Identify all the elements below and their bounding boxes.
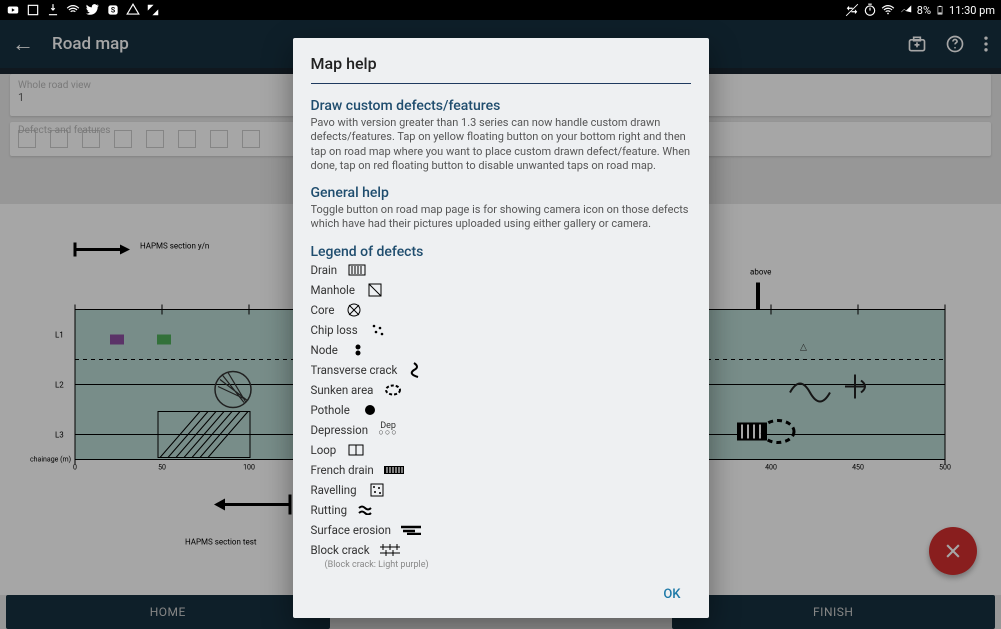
status-right-icons: 8% 11:30 pm [845,3,995,17]
dialog-body[interactable]: Draw custom defects/features Pavo with v… [311,98,691,573]
defect-legend: Drain Manhole Core Chip loss Node Transv… [311,262,691,573]
status-bar: S 8% 11:30 pm [0,0,1001,20]
dialog-title: Map help [311,54,691,84]
section1-body: Pavo with version greater than 1.3 serie… [311,116,691,173]
help-dialog: Map help Draw custom defects/features Pa… [293,38,709,618]
modal-overlay[interactable]: Map help Draw custom defects/features Pa… [0,20,1001,629]
svg-text:S: S [111,6,116,14]
status-left-icons: S [6,3,160,17]
clock-text: 11:30 pm [949,4,995,17]
battery-text: 8% [917,4,931,17]
ok-button[interactable]: OK [653,581,690,608]
section2-body: Toggle button on road map page is for sh… [311,203,691,232]
section3-title: Legend of defects [311,244,691,260]
section2-title: General help [311,185,691,201]
section1-title: Draw custom defects/features [311,98,691,114]
block-crack-sub: (Block crack: Light purple) [325,560,691,570]
